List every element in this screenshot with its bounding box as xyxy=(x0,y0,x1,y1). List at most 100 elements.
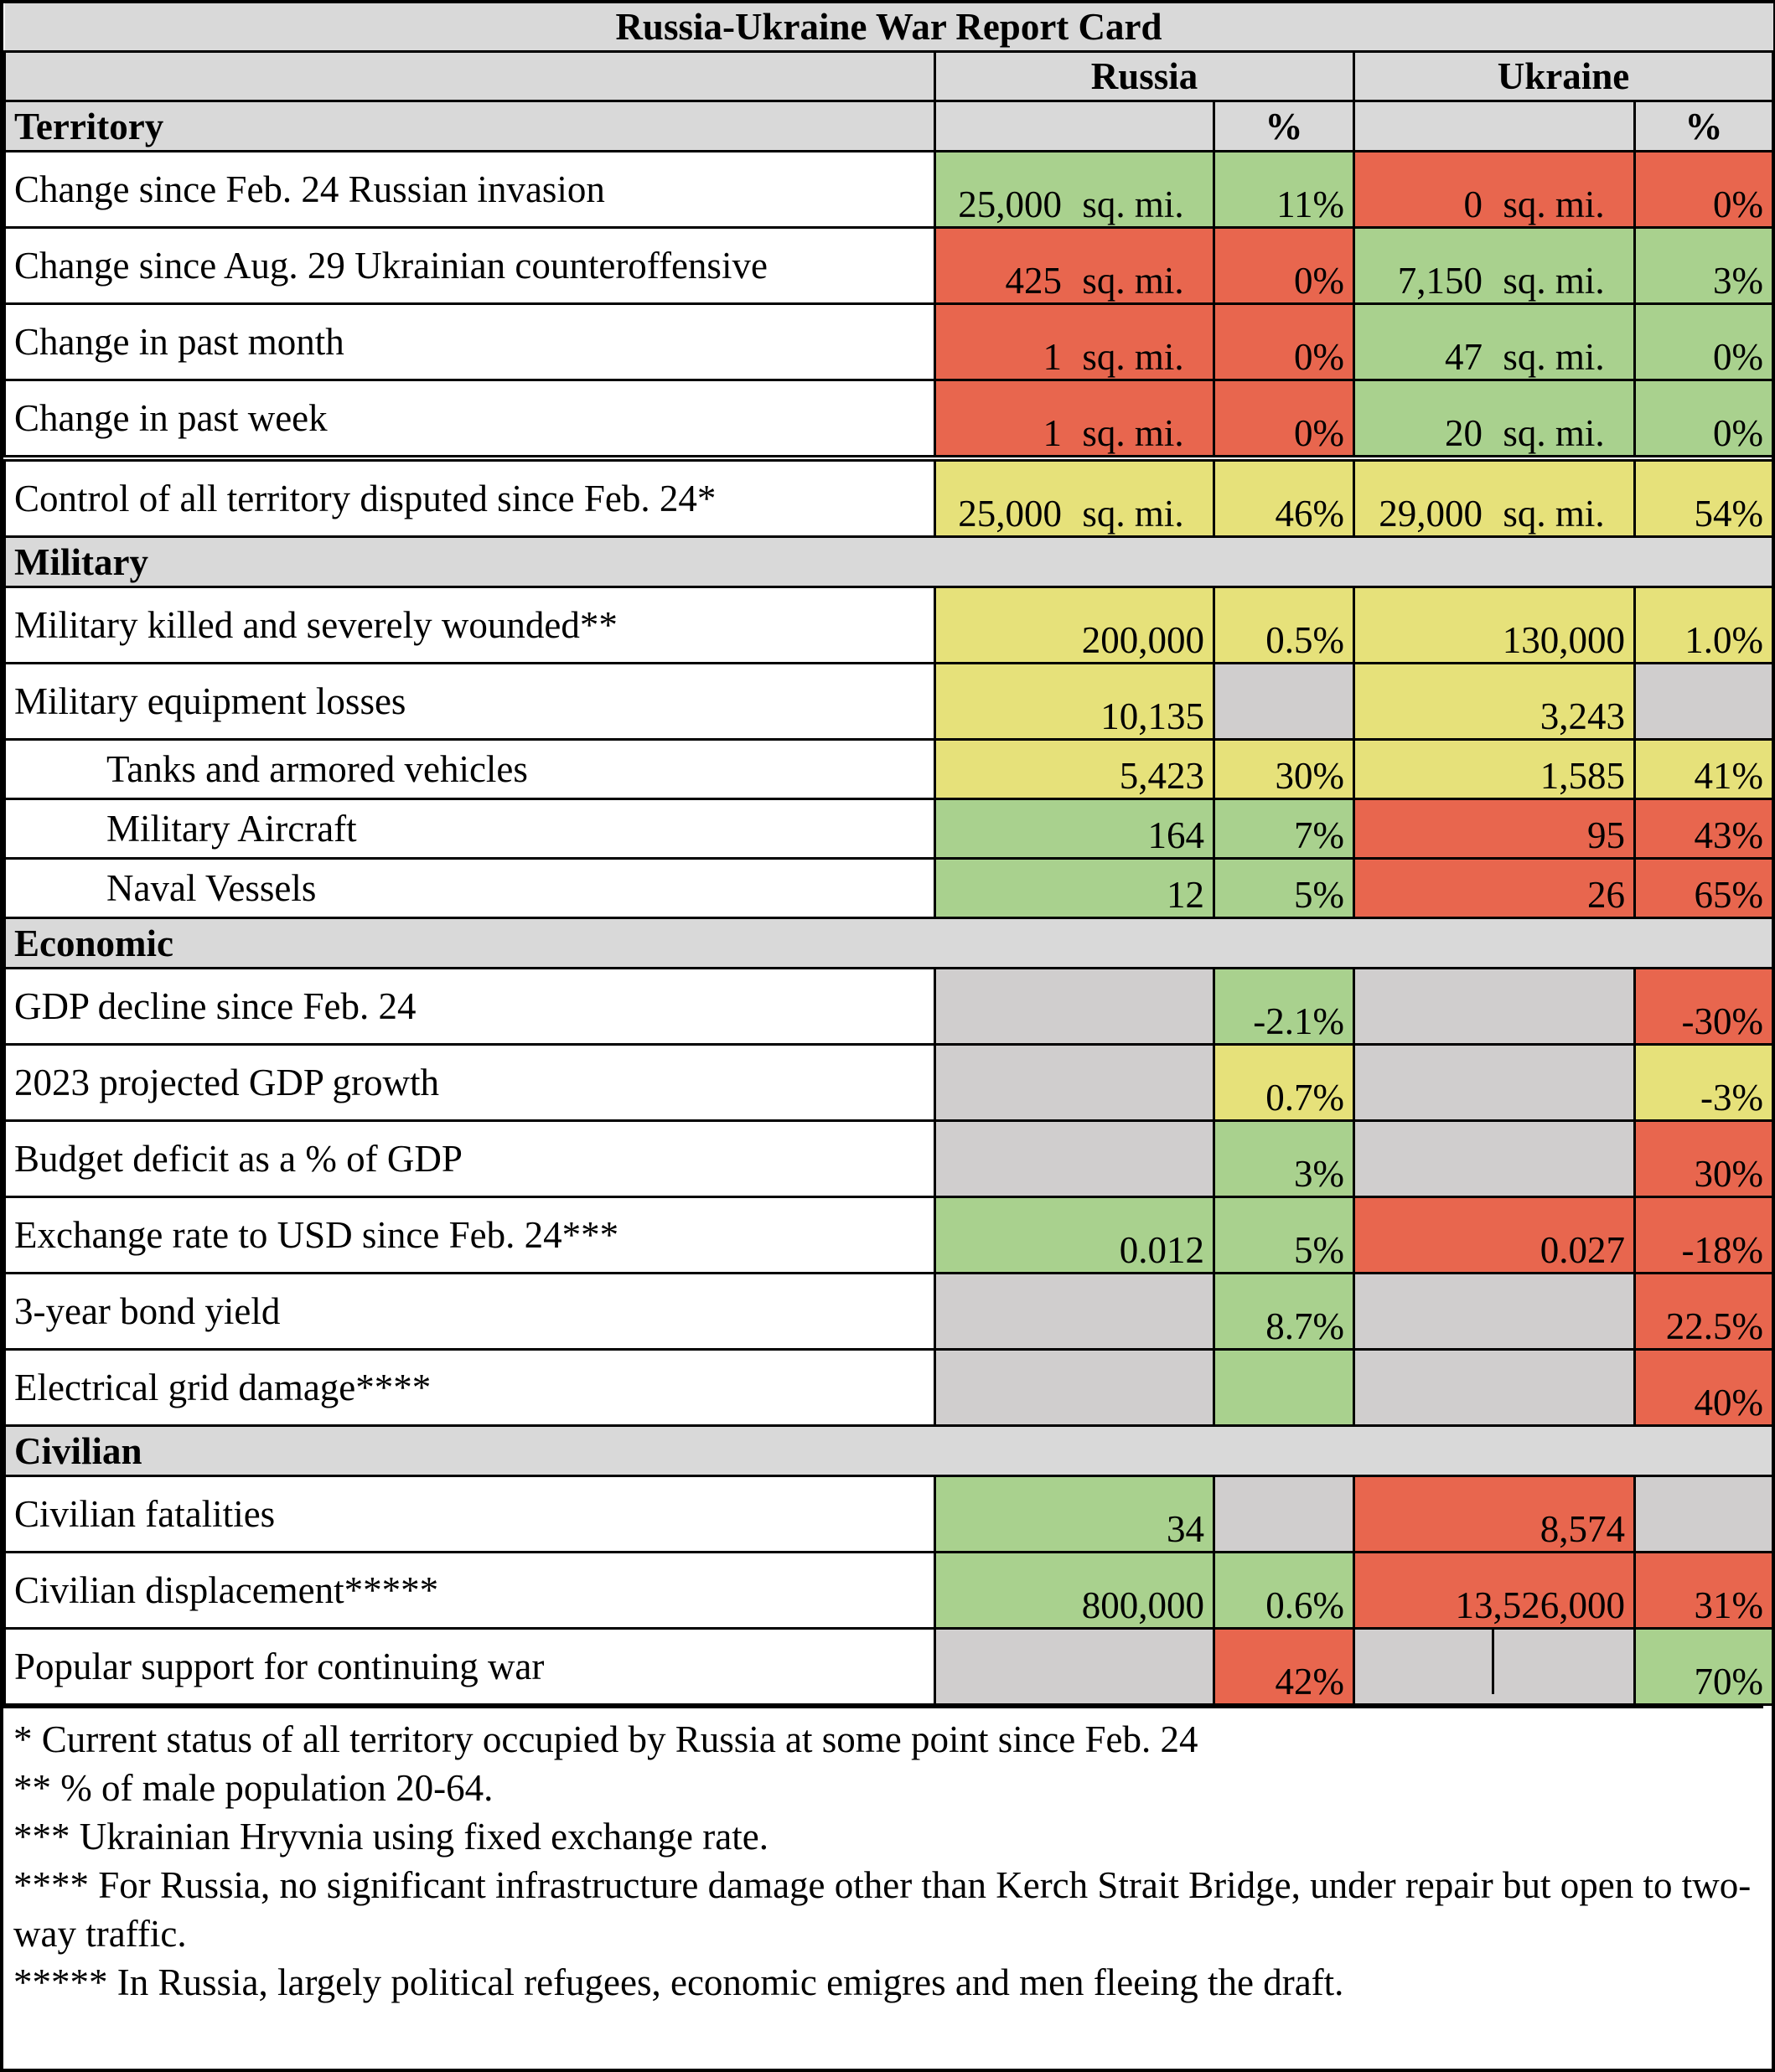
value-unit: sq. mi. xyxy=(1503,260,1605,302)
value-number: 425 xyxy=(1005,260,1063,302)
russia-value: 34 xyxy=(934,1475,1215,1553)
russia-value xyxy=(934,1272,1215,1351)
ukraine-pct-header: % xyxy=(1633,100,1774,152)
table-row: Popular support for continuing war 42% 7… xyxy=(3,1627,1774,1706)
ukraine-pct: 30% xyxy=(1633,1119,1774,1198)
russia-value xyxy=(934,1119,1215,1198)
ukraine-pct xyxy=(1633,662,1774,741)
table-row: GDP decline since Feb. 24 -2.1% -30% xyxy=(3,967,1774,1046)
russia-header: Russia xyxy=(934,50,1355,102)
section-civilian: Civilian xyxy=(3,1424,1774,1477)
russia-value: 25,000 sq. mi. xyxy=(934,150,1215,229)
russia-pct-header: % xyxy=(1213,100,1355,152)
table-row: Change since Aug. 29 Ukrainian counterof… xyxy=(3,226,1774,305)
ukraine-pct: 0% xyxy=(1633,150,1774,229)
table-row: Civilian displacement***** 800,000 0.6% … xyxy=(3,1551,1774,1630)
title-row: Russia-Ukraine War Report Card xyxy=(4,3,1773,53)
footnote: *** Ukrainian Hryvnia using fixed exchan… xyxy=(13,1816,768,1858)
russia-pct: 0.5% xyxy=(1213,586,1355,664)
blank-cell xyxy=(1353,100,1636,152)
split-cell-right xyxy=(1494,1631,1625,1695)
row-label: Control of all territory disputed since … xyxy=(3,455,936,538)
row-label: Military equipment losses xyxy=(3,662,936,741)
ukraine-value: 29,000 sq. mi. xyxy=(1353,455,1636,538)
value-unit: sq. mi. xyxy=(1082,412,1184,454)
russia-value xyxy=(934,1627,1215,1706)
ukraine-value xyxy=(1353,1272,1636,1351)
section-label-territory: Territory xyxy=(3,100,936,152)
section-economic: Economic xyxy=(3,917,1774,969)
russia-pct: 7% xyxy=(1213,798,1355,860)
table-row: Change in past month 1 sq. mi. 0% 47 sq. m… xyxy=(3,302,1774,381)
row-label: Budget deficit as a % of GDP xyxy=(3,1119,936,1198)
row-label: Naval Vessels xyxy=(3,857,936,919)
row-label: 2023 projected GDP growth xyxy=(3,1043,936,1122)
ukraine-value: 13,526,000 xyxy=(1353,1551,1636,1630)
value-unit: sq. mi. xyxy=(1082,493,1184,535)
russia-value: 0.012 xyxy=(934,1196,1215,1274)
value-unit: sq. mi. xyxy=(1503,412,1605,454)
row-label: Popular support for continuing war xyxy=(3,1627,936,1706)
ukraine-pct: 0% xyxy=(1633,379,1774,460)
value-unit: sq. mi. xyxy=(1082,183,1184,225)
table-row: Naval Vessels 12 5% 26 65% xyxy=(3,857,1774,919)
russia-value: 200,000 xyxy=(934,586,1215,664)
russia-pct: -2.1% xyxy=(1213,967,1355,1046)
russia-value: 1 sq. mi. xyxy=(934,379,1215,460)
value-unit: sq. mi. xyxy=(1503,493,1605,535)
russia-value: 425 sq. mi. xyxy=(934,226,1215,305)
ukraine-pct: -3% xyxy=(1633,1043,1774,1122)
ukraine-pct: -18% xyxy=(1633,1196,1774,1274)
table-row: Military killed and severely wounded** 2… xyxy=(3,586,1774,664)
russia-pct xyxy=(1213,662,1355,741)
russia-value xyxy=(934,1043,1215,1122)
value-number: 7,150 xyxy=(1397,260,1483,302)
ukraine-value xyxy=(1353,1348,1636,1427)
russia-value: 5,423 xyxy=(934,738,1215,800)
row-label: Exchange rate to USD since Feb. 24*** xyxy=(3,1196,936,1274)
section-label-civilian: Civilian xyxy=(3,1424,1774,1477)
ukraine-value xyxy=(1353,967,1636,1046)
russia-pct xyxy=(1213,1475,1355,1553)
russia-pct: 5% xyxy=(1213,1196,1355,1274)
value-number: 1 xyxy=(1043,336,1063,378)
row-label: Change since Feb. 24 Russian invasion xyxy=(3,150,936,229)
value-unit: sq. mi. xyxy=(1082,336,1184,378)
section-territory: Territory % % xyxy=(3,100,1774,152)
ukraine-value: 8,574 xyxy=(1353,1475,1636,1553)
ukraine-value: 1,585 xyxy=(1353,738,1636,800)
russia-pct: 42% xyxy=(1213,1627,1355,1706)
table-row: Military equipment losses 10,135 3,243 xyxy=(3,662,1774,741)
table-row: Military Aircraft 164 7% 95 43% xyxy=(3,798,1774,860)
russia-value: 164 xyxy=(934,798,1215,860)
ukraine-pct: 70% xyxy=(1633,1627,1774,1706)
ukraine-pct: 22.5% xyxy=(1633,1272,1774,1351)
ukraine-pct: 1.0% xyxy=(1633,586,1774,664)
report-table: Russia-Ukraine War Report Card Russia Uk… xyxy=(3,3,1774,1706)
value-number: 20 xyxy=(1445,412,1483,454)
row-label: Tanks and armored vehicles xyxy=(3,738,936,800)
section-label-economic: Economic xyxy=(3,917,1774,969)
russia-value xyxy=(934,967,1215,1046)
row-label: Change in past week xyxy=(3,379,936,460)
row-label: Change since Aug. 29 Ukrainian counterof… xyxy=(3,226,936,305)
blank-header-cell xyxy=(3,50,936,102)
value-unit: sq. mi. xyxy=(1082,260,1184,302)
table-row: Change in past week 1 sq. mi. 0% 20 sq. mi… xyxy=(3,379,1774,460)
ukraine-pct: 31% xyxy=(1633,1551,1774,1630)
row-label: Electrical grid damage**** xyxy=(3,1348,936,1427)
russia-pct: 0.6% xyxy=(1213,1551,1355,1630)
russia-pct: 5% xyxy=(1213,857,1355,919)
blank-cell xyxy=(934,100,1215,152)
row-label: Military killed and severely wounded** xyxy=(3,586,936,664)
table-row: Civilian fatalities 34 8,574 xyxy=(3,1475,1774,1553)
ukraine-pct: 41% xyxy=(1633,738,1774,800)
russia-value: 800,000 xyxy=(934,1551,1215,1630)
footnote: ***** In Russia, largely political refug… xyxy=(13,1961,1344,2003)
ukraine-value xyxy=(1353,1043,1636,1122)
value-number: 25,000 xyxy=(958,493,1062,535)
split-cell-left xyxy=(1364,1630,1494,1694)
ukraine-value: 130,000 xyxy=(1353,586,1636,664)
russia-value xyxy=(934,1348,1215,1427)
